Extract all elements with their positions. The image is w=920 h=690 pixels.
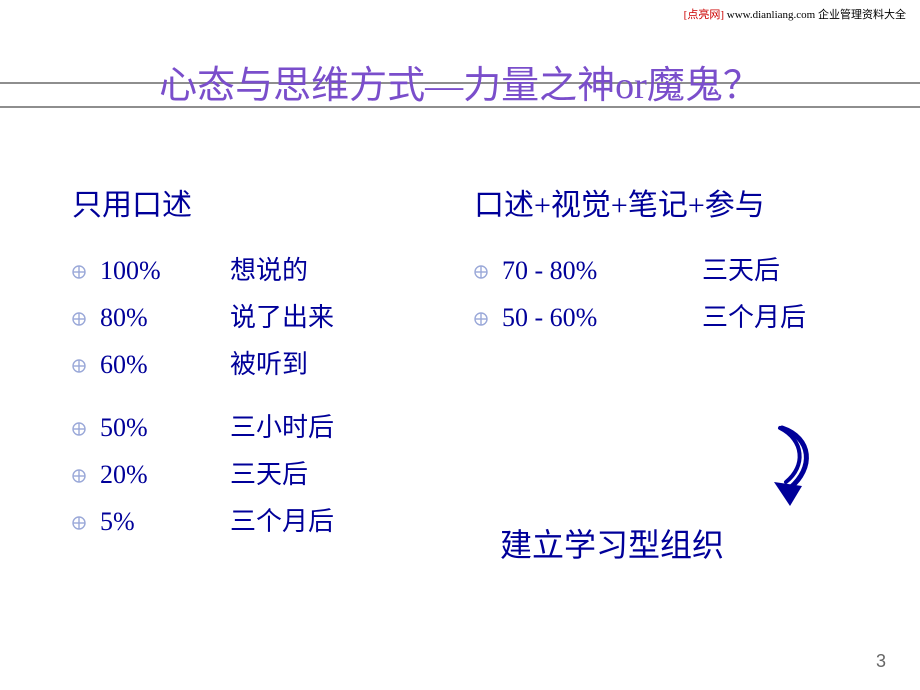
bullet-icon — [72, 469, 100, 483]
list-item: 70 - 80% 三天后 — [474, 250, 894, 287]
watermark-url: www.dianliang.com — [724, 9, 818, 21]
item-desc: 想说的 — [230, 250, 308, 287]
bullet-icon — [72, 265, 100, 279]
item-desc: 三天后 — [230, 454, 308, 491]
bullet-icon — [474, 265, 502, 279]
item-desc: 三天后 — [702, 250, 780, 287]
item-desc: 说了出来 — [230, 297, 334, 334]
list-item: 20% 三天后 — [72, 454, 452, 491]
bullet-icon — [72, 359, 100, 373]
item-value: 60% — [100, 350, 230, 380]
item-value: 100% — [100, 256, 230, 286]
item-value: 80% — [100, 303, 230, 333]
bullet-icon — [72, 312, 100, 326]
item-value: 5% — [100, 507, 230, 537]
list-item: 50 - 60% 三个月后 — [474, 297, 894, 334]
list-item: 100% 想说的 — [72, 250, 452, 287]
item-value: 70 - 80% — [502, 256, 702, 286]
item-desc: 三个月后 — [230, 501, 334, 538]
item-desc: 三个月后 — [702, 297, 806, 334]
item-desc: 被听到 — [230, 344, 308, 381]
right-items: 70 - 80% 三天后 50 - 60% 三个月后 — [474, 250, 894, 334]
item-value: 50 - 60% — [502, 303, 702, 333]
list-item: 80% 说了出来 — [72, 297, 452, 334]
item-value: 20% — [100, 460, 230, 490]
list-item: 60% 被听到 — [72, 344, 452, 381]
left-items: 100% 想说的 80% 说了出来 60% 被听到 50% 三小时后 — [72, 250, 452, 538]
left-heading: 只用口述 — [72, 180, 452, 224]
list-item: 50% 三小时后 — [72, 407, 452, 444]
right-heading: 口述+视觉+笔记+参与 — [474, 180, 894, 224]
slide-title: 心态与思维方式—力量之神or魔鬼？ — [0, 54, 920, 109]
watermark-tail: 企业管理资料大全 — [818, 9, 906, 21]
page-number: 3 — [876, 651, 886, 672]
bullet-icon — [72, 516, 100, 530]
watermark-bracket: [点亮网] — [684, 9, 724, 21]
bullet-icon — [72, 422, 100, 436]
bullet-icon — [474, 312, 502, 326]
left-column: 只用口述 100% 想说的 80% 说了出来 60% 被听到 — [72, 180, 452, 548]
curved-arrow-icon — [760, 420, 820, 515]
conclusion-text: 建立学习型组织 — [500, 520, 724, 566]
watermark: [点亮网] www.dianliang.com 企业管理资料大全 — [684, 6, 906, 22]
list-item: 5% 三个月后 — [72, 501, 452, 538]
item-desc: 三小时后 — [230, 407, 334, 444]
item-value: 50% — [100, 413, 230, 443]
right-column: 口述+视觉+笔记+参与 70 - 80% 三天后 50 - 60% 三个月后 — [474, 180, 894, 344]
